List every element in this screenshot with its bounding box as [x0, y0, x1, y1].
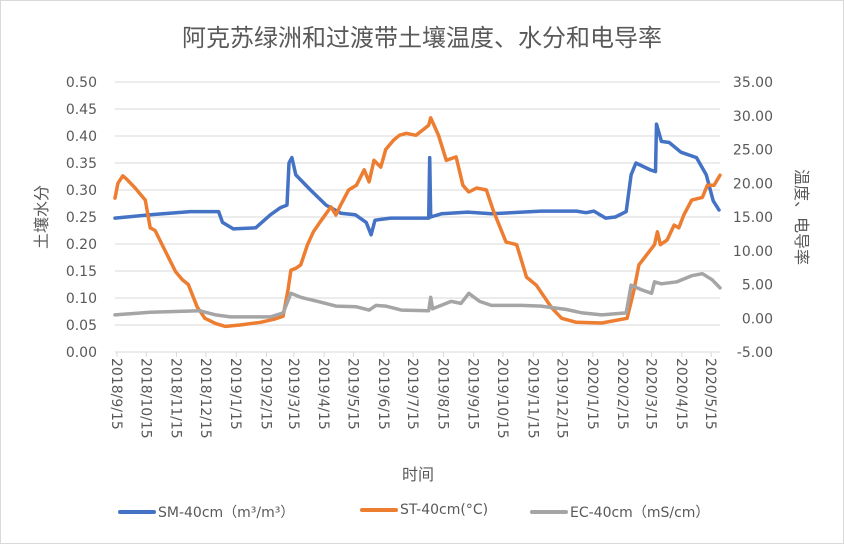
x-axis-title: 时间	[402, 465, 434, 484]
legend-swatch-st	[360, 508, 398, 512]
y-right-tick-label: 5.00	[742, 278, 773, 294]
x-tick-label: 2019/10/15	[494, 358, 510, 439]
x-tick-label: 2019/12/15	[554, 358, 570, 439]
legend-item-ec: EC-40cm（mS/cm）	[530, 502, 709, 522]
x-tick-label: 2019/4/15	[315, 358, 331, 430]
y-right-tick-label: 20.00	[733, 176, 773, 192]
legend-item-st: ST-40cm(°C)	[360, 502, 488, 518]
x-tick-label: 2019/8/15	[434, 358, 450, 430]
y-left-tick-label: 0.30	[66, 183, 97, 199]
x-tick-label: 2020/5/15	[702, 358, 718, 430]
y-left-tick-label: 0.35	[66, 156, 97, 172]
x-tick-label: 2020/4/15	[673, 358, 689, 430]
x-tick-label: 2018/11/15	[168, 358, 184, 439]
x-tick-label: 2020/3/15	[643, 358, 659, 430]
x-tick-label: 2019/2/15	[257, 358, 273, 430]
y-right-tick-label: 35.00	[733, 75, 773, 91]
series-line-ec	[113, 271, 722, 319]
legend-label-st: ST-40cm(°C)	[400, 502, 489, 518]
x-tick-label: 2019/9/15	[465, 358, 481, 430]
x-tick-label: 2019/1/15	[227, 358, 243, 430]
x-tick-label: 2018/10/15	[137, 358, 153, 439]
legend-swatch-ec	[530, 510, 568, 514]
chart-title: 阿克苏绿洲和过渡带土壤温度、水分和电导率	[182, 24, 662, 52]
x-tick-label: 2019/11/15	[524, 358, 540, 439]
y-right-tick-label: -5.00	[737, 345, 773, 361]
legend-swatch-sm	[118, 510, 156, 514]
y-right-tick-label: 25.00	[733, 143, 773, 159]
series-line-sm	[113, 122, 721, 237]
x-tick-label: 2020/1/15	[584, 358, 600, 430]
x-tick-label: 2019/5/15	[344, 358, 360, 430]
y-left-tick-label: 0.15	[66, 264, 97, 280]
legend: SM-40cm（m³/m³） ST-40cm(°C) EC-40cm（mS/cm…	[0, 502, 844, 522]
y-left-tick-label: 0.00	[66, 345, 97, 361]
y-right-tick-label: 15.00	[733, 210, 773, 226]
legend-label-ec: EC-40cm（mS/cm）	[570, 505, 710, 521]
x-tick-label: 2018/12/15	[197, 358, 213, 439]
y-left-tick-label: 0.25	[66, 210, 97, 226]
y-left-tick-label: 0.05	[66, 318, 97, 334]
y-left-tick-label: 0.40	[66, 129, 97, 145]
y-right-axis-title: 温度、电导率	[792, 169, 811, 265]
x-tick-label: 2019/7/15	[404, 358, 420, 430]
x-tick-label: 2020/2/15	[614, 358, 630, 430]
x-tick-label: 2018/9/15	[108, 358, 124, 430]
legend-label-sm: SM-40cm（m³/m³）	[158, 505, 295, 521]
y-left-tick-label: 0.50	[66, 75, 97, 91]
y-left-tick-label: 0.45	[66, 102, 97, 118]
y-left-axis-title: 土壤水分	[32, 185, 51, 249]
x-tick-label: 2019/3/15	[285, 358, 301, 430]
y-left-tick-label: 0.10	[66, 291, 97, 307]
y-right-tick-label: 0.00	[742, 311, 773, 327]
y-right-tick-label: 10.00	[733, 244, 773, 260]
y-right-tick-label: 30.00	[733, 109, 773, 125]
legend-item-sm: SM-40cm（m³/m³）	[118, 502, 294, 522]
y-left-tick-label: 0.20	[66, 237, 97, 253]
x-tick-label: 2019/6/15	[375, 358, 391, 430]
